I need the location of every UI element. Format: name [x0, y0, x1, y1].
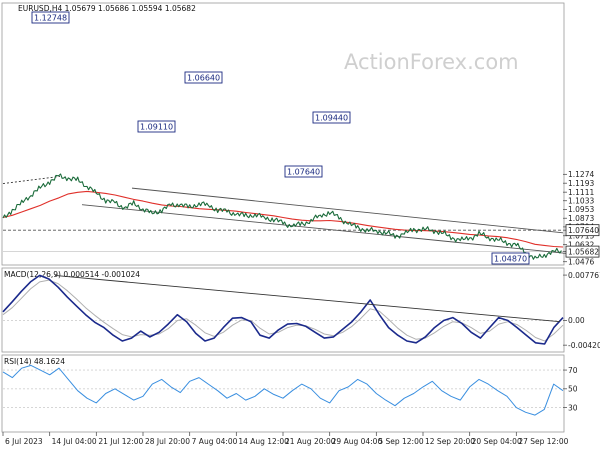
annotation-label: 1.12748: [34, 14, 67, 23]
time-label: 6 Jul 2023: [5, 437, 43, 446]
macd-header: MACD(12,26,9) 0.000514 -0.001024: [4, 270, 140, 279]
macd-axis: 0.007761 0.00 -0.004205: [563, 271, 600, 350]
annotation-label: 1.09440: [315, 114, 348, 123]
rsi-panel: RSI(14) 48.1624 70 50 30: [1, 354, 578, 433]
macd-trendline: [54, 274, 561, 323]
rsi-tick-label: 30: [568, 403, 578, 412]
annotation-box: [137, 120, 176, 133]
macd-line: [2, 274, 564, 345]
rsi-line: [2, 364, 564, 416]
annotation-box: [184, 71, 223, 84]
time-label: 14 Jul 04:00: [52, 437, 97, 446]
annotation-label: 1.06640: [187, 74, 220, 83]
annotation-label: 1.04870: [494, 255, 527, 264]
macd-signal-line: [2, 279, 564, 342]
price-annotations: 1.12748 1.06640 1.09110 1.09440 1.07640 1.048…: [31, 11, 530, 265]
price-tick-label: 1.0632: [568, 240, 594, 249]
macd-tick-label: 0.007761: [568, 271, 600, 280]
price-panel: EURUSD,H4 1.05679 1.05686 1.05594 1.0568…: [1, 2, 600, 266]
macd-lines: [2, 274, 564, 345]
price-lines: [2, 173, 564, 260]
price-tick-label: 1.0476: [568, 257, 594, 266]
current-price-label-box: [565, 245, 600, 258]
watermark: ActionForex.com: [344, 50, 519, 74]
rsi-tick-label: 70: [568, 366, 578, 375]
price-tick-label: 1.0873: [568, 214, 594, 223]
macd-tick-label: 0.00: [568, 316, 585, 325]
current-price-label: 1.05682: [568, 247, 599, 256]
macd-panel: MACD(12,26,9) 0.000514 -0.001024 0.00776…: [1, 267, 600, 353]
time-label: 5 Sep 12:00: [378, 437, 424, 446]
annotation-box: [284, 165, 323, 178]
rsi-tick-label: 50: [568, 385, 578, 394]
time-label: 14 Aug 12:00: [238, 437, 289, 446]
rsi-axis: 70 50 30: [563, 366, 578, 412]
level-label-box: [565, 224, 600, 237]
prior-trend-line: [2, 175, 61, 184]
channel-upper-line: [131, 187, 564, 234]
time-label: 20 Sep 04:00: [472, 437, 522, 446]
annotation-box: [31, 11, 70, 24]
price-tick-label: 1.1033: [568, 196, 594, 205]
time-label: 29 Aug 04:00: [332, 437, 383, 446]
level-label: 1.07640: [568, 226, 599, 235]
time-label: 7 Aug 04:00: [192, 437, 238, 446]
price-tick-label: 1.1111: [568, 188, 594, 197]
rsi-header: RSI(14) 48.1624: [4, 357, 65, 366]
time-label: 12 Sep 20:00: [425, 437, 475, 446]
price-tick-label: 1.1274: [568, 170, 594, 179]
time-axis: 6 Jul 2023 14 Jul 04:00 21 Jul 12:00 28 Jul…: [2, 432, 569, 446]
rsi-lines: [2, 364, 564, 416]
annotation-label: 1.09110: [140, 123, 173, 132]
time-label: 28 Jul 20:00: [145, 437, 190, 446]
price-line: [2, 173, 562, 260]
annotation-box: [491, 252, 530, 265]
price-header: EURUSD,H4 1.05679 1.05686 1.05594 1.0568…: [18, 4, 196, 13]
time-label: 21 Jul 12:00: [98, 437, 143, 446]
macd-tick-label: -0.004205: [568, 341, 600, 350]
annotation-label: 1.07640: [287, 168, 320, 177]
time-label: 21 Aug 20:00: [285, 437, 336, 446]
price-tick-label: 1.0953: [568, 205, 594, 214]
time-label: 27 Sep 12:00: [518, 437, 568, 446]
price-tick-label: 1.1193: [568, 179, 594, 188]
annotation-box: [312, 111, 351, 124]
